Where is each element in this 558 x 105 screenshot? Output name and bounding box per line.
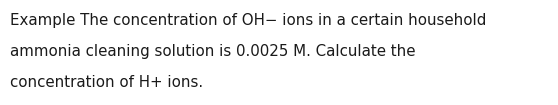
Text: concentration of H+ ions.: concentration of H+ ions. (10, 75, 203, 90)
Text: Example The concentration of OH− ions in a certain household: Example The concentration of OH− ions in… (10, 13, 487, 28)
Text: ammonia cleaning solution is 0.0025 M. Calculate the: ammonia cleaning solution is 0.0025 M. C… (10, 44, 416, 59)
